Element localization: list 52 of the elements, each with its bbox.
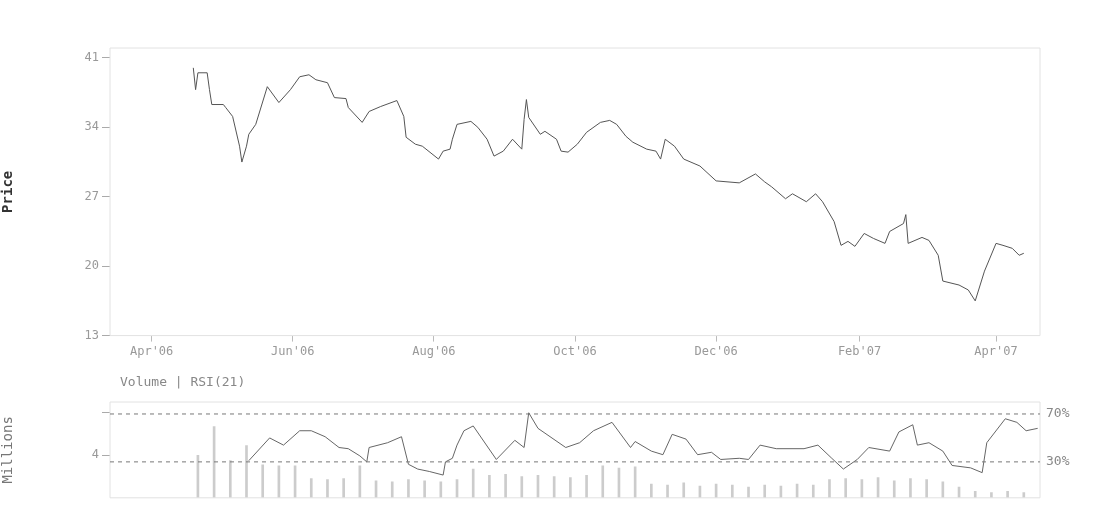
x-tick-label: Apr'07 (974, 343, 1018, 358)
bar (909, 478, 912, 498)
bar (730, 484, 734, 498)
bar (309, 478, 313, 498)
x-tick-label: Apr'06 (129, 343, 174, 358)
y-axis-title: Millions (0, 416, 16, 484)
bar (228, 460, 232, 498)
x-tick-label: Feb'07 (837, 343, 882, 358)
ref-line-label: 70% (1046, 405, 1070, 421)
x-tick-label: Oct'06 (553, 343, 597, 358)
bar (763, 484, 767, 498)
x-tick-label: Jun'06 (271, 343, 315, 358)
y-tick-label: 34 (84, 119, 99, 134)
y-tick-label: 20 (84, 258, 99, 273)
bar (261, 464, 265, 498)
bar (342, 478, 345, 498)
y-tick-label: 4 (91, 447, 99, 462)
bar (990, 492, 993, 498)
bar (488, 475, 491, 498)
bar (828, 479, 831, 498)
bar (844, 478, 847, 498)
bar (423, 480, 426, 498)
bar (245, 445, 248, 498)
bar (666, 484, 669, 498)
bar (326, 479, 329, 498)
bar (811, 484, 815, 498)
bar (439, 481, 443, 498)
y-axis-title: Price (0, 170, 16, 213)
bar (601, 465, 605, 498)
bar (892, 480, 896, 498)
bar (1022, 492, 1026, 498)
bar (407, 479, 410, 498)
y-tick-label: 41 (84, 50, 99, 65)
ref-line-label: 30% (1046, 453, 1070, 469)
bar (569, 477, 572, 498)
bar (552, 476, 556, 498)
bar (747, 486, 750, 498)
bar (925, 479, 928, 498)
bar (1006, 491, 1009, 498)
bar (650, 483, 653, 498)
bar (504, 474, 507, 498)
y-tick-label: 13 (84, 327, 99, 342)
x-tick-label: Dec'06 (694, 343, 738, 358)
bar (471, 468, 475, 498)
bar (520, 476, 524, 498)
chart-title: Volume | RSI(21) (120, 374, 246, 389)
bar (682, 482, 686, 498)
x-tick-label: Aug'06 (412, 343, 456, 358)
bar (973, 491, 977, 498)
bar (390, 481, 394, 498)
y-tick-label: 27 (84, 188, 99, 203)
bar (585, 475, 588, 498)
